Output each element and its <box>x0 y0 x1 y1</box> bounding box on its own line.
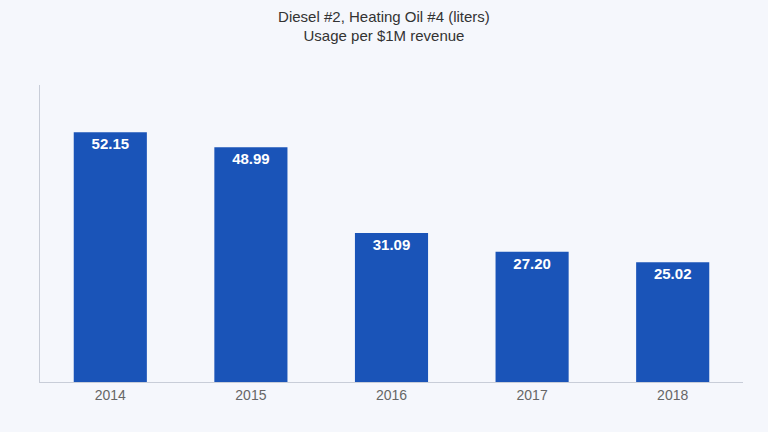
svg-text:48.99: 48.99 <box>232 150 270 167</box>
svg-text:2015: 2015 <box>235 387 266 403</box>
svg-text:25.02: 25.02 <box>654 265 692 282</box>
svg-text:2016: 2016 <box>376 387 407 403</box>
svg-text:31.09: 31.09 <box>373 236 411 253</box>
svg-text:2014: 2014 <box>95 387 126 403</box>
svg-text:27.20: 27.20 <box>513 255 551 272</box>
svg-text:2017: 2017 <box>517 387 548 403</box>
svg-text:Diesel #2, Heating Oil #4 (lit: Diesel #2, Heating Oil #4 (liters)Usage … <box>278 8 490 45</box>
svg-text:2018: 2018 <box>657 387 688 403</box>
svg-text:52.15: 52.15 <box>92 135 130 152</box>
